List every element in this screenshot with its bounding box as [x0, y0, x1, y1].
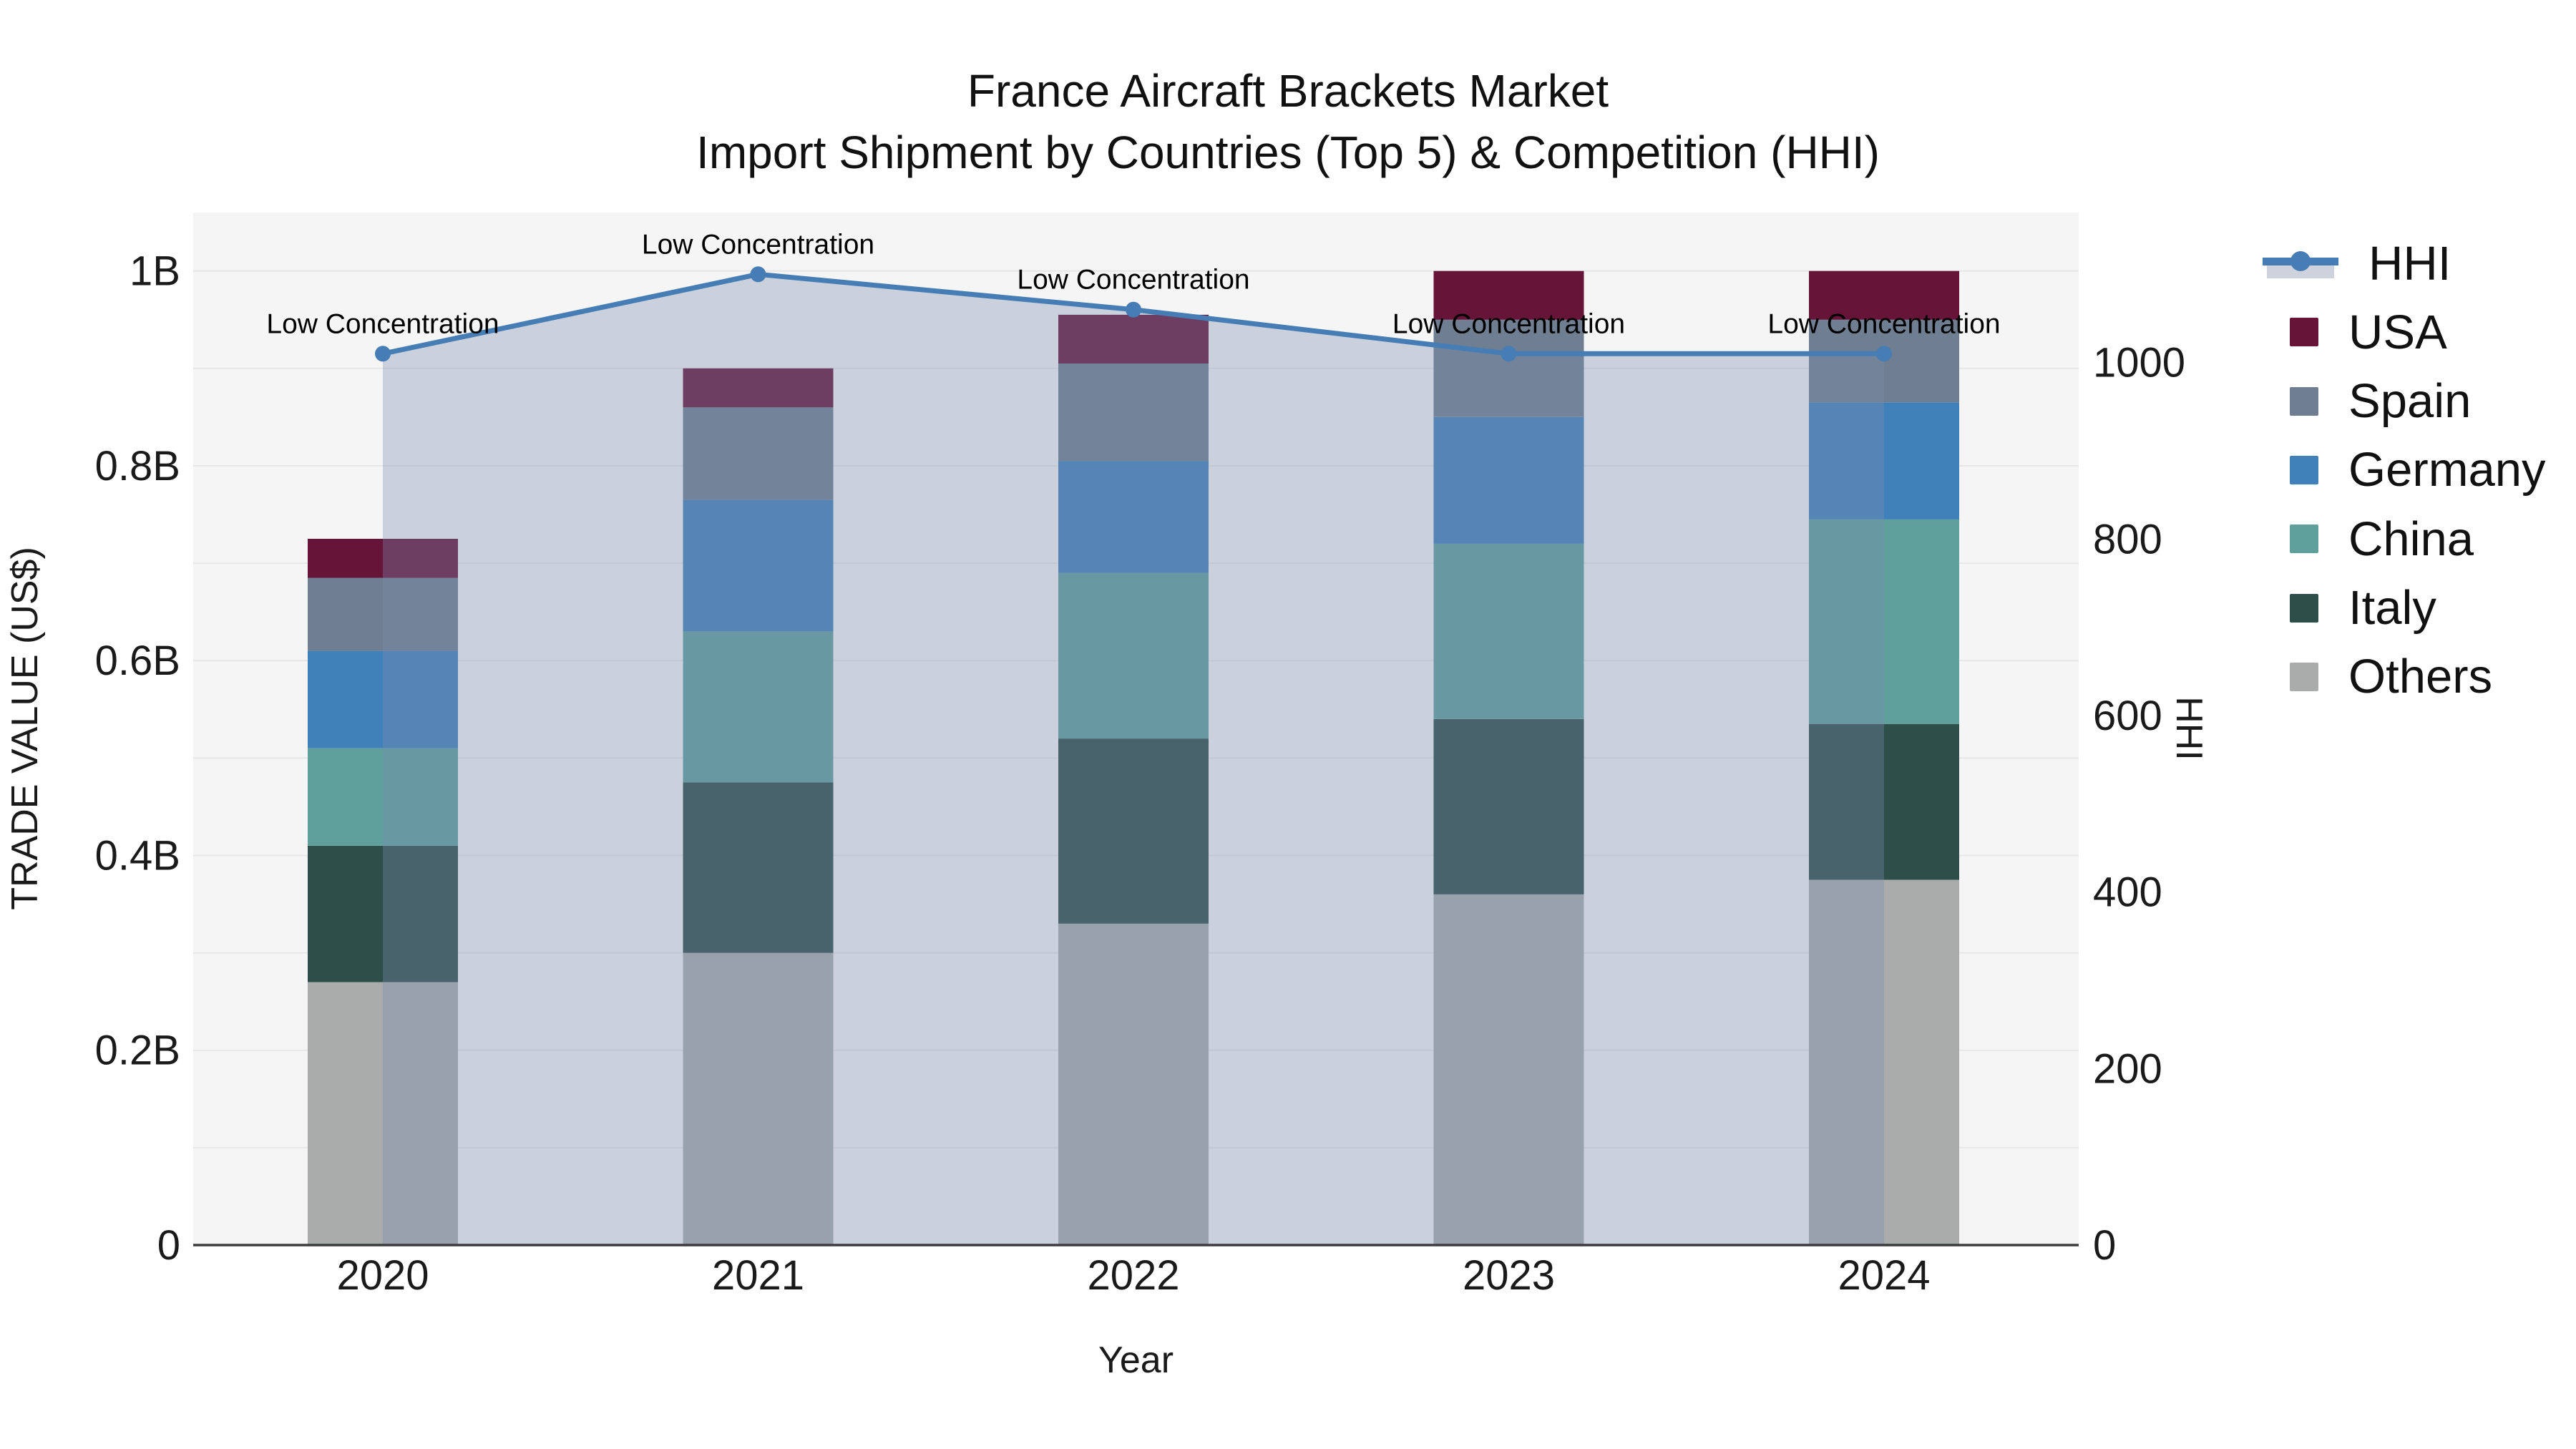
- annotation-2020: Low Concentration: [266, 308, 499, 339]
- bar-segment-others-2024[interactable]: [1809, 879, 1959, 1246]
- bar-segment-germany-2020[interactable]: [308, 650, 458, 748]
- annotation-2024: Low Concentration: [1767, 308, 2000, 339]
- y2-tick-label: 800: [2093, 516, 2162, 562]
- hhi-marker-2020[interactable]: [375, 346, 391, 362]
- bar-segment-spain-2023[interactable]: [1433, 319, 1584, 417]
- x-tick-label-2022: 2022: [1087, 1252, 1179, 1299]
- bar-segment-usa-2023[interactable]: [1433, 270, 1584, 320]
- y2-tick-label: 1000: [2093, 340, 2185, 386]
- x-tick-label-2023: 2023: [1463, 1252, 1555, 1299]
- y-tick-label: 0.2B: [95, 1028, 180, 1074]
- legend-item-germany[interactable]: Germany: [2263, 436, 2546, 504]
- legend-item-spain[interactable]: Spain: [2263, 367, 2471, 436]
- bar-segment-spain-2020[interactable]: [308, 577, 458, 651]
- bar-segment-others-2020[interactable]: [308, 982, 458, 1245]
- bar-segment-italy-2023[interactable]: [1433, 718, 1584, 894]
- hhi-marker-2024[interactable]: [1876, 346, 1892, 362]
- y-tick-label: 0.4B: [95, 833, 180, 879]
- bar-segment-china-2021[interactable]: [683, 631, 834, 783]
- bar-segment-others-2023[interactable]: [1433, 894, 1584, 1245]
- legend-label: Italy: [2348, 581, 2436, 635]
- bar-segment-italy-2020[interactable]: [308, 845, 458, 982]
- hhi-area-fill: [383, 274, 1884, 1245]
- y2-axis-title: HHI: [2168, 696, 2210, 761]
- legend-label: Others: [2348, 650, 2493, 704]
- legend-label: China: [2348, 512, 2474, 566]
- y-tick-label: 1B: [130, 248, 180, 295]
- bar-segment-germany-2024[interactable]: [1809, 402, 1959, 519]
- bar-segment-others-2021[interactable]: [683, 952, 834, 1245]
- chart-title: France Aircraft Brackets Market Import S…: [0, 60, 2576, 183]
- bar-segment-china-2023[interactable]: [1433, 543, 1584, 719]
- bar-segment-china-2024[interactable]: [1809, 519, 1959, 724]
- legend-swatch-others: [2290, 662, 2318, 691]
- legend-label: Germany: [2348, 443, 2546, 497]
- hhi-marker-2022[interactable]: [1126, 301, 1141, 318]
- bar-segment-italy-2022[interactable]: [1058, 738, 1209, 924]
- y2-tick-label: 0: [2093, 1222, 2116, 1269]
- bar-segment-usa-2021[interactable]: [683, 368, 834, 408]
- annotation-2022: Low Concentration: [1017, 265, 1249, 296]
- legend-item-hhi[interactable]: HHI: [2263, 229, 2451, 298]
- legend-swatch-china: [2290, 525, 2318, 554]
- legend-label: Spain: [2348, 374, 2472, 429]
- legend-label: HHI: [2368, 236, 2451, 291]
- x-tick-label-2020: 2020: [336, 1252, 429, 1299]
- hhi-marker-2023[interactable]: [1501, 346, 1517, 362]
- legend-item-china[interactable]: China: [2263, 504, 2474, 573]
- bar-segment-italy-2024[interactable]: [1809, 723, 1959, 880]
- y2-tick-label: 400: [2093, 869, 2162, 916]
- bar-segment-spain-2021[interactable]: [683, 407, 834, 500]
- bar-segment-germany-2023[interactable]: [1433, 416, 1584, 544]
- bar-segment-usa-2020[interactable]: [308, 539, 458, 578]
- legend-item-italy[interactable]: Italy: [2263, 574, 2436, 643]
- y-tick-label: 0.8B: [95, 443, 180, 489]
- chart-title-line2: Import Shipment by Countries (Top 5) & C…: [696, 127, 1880, 178]
- chart-title-line1: France Aircraft Brackets Market: [967, 65, 1609, 117]
- y-tick-label: 0.6B: [95, 638, 180, 684]
- bar-segment-china-2020[interactable]: [308, 748, 458, 846]
- hhi-marker-2021[interactable]: [750, 266, 766, 283]
- legend-hhi-line-icon: [2263, 251, 2338, 278]
- bar-segment-china-2022[interactable]: [1058, 572, 1209, 739]
- bar-segment-spain-2022[interactable]: [1058, 364, 1209, 462]
- legend-label: USA: [2348, 305, 2447, 359]
- bar-segment-germany-2022[interactable]: [1058, 461, 1209, 573]
- legend-item-others[interactable]: Others: [2263, 643, 2492, 711]
- bar-segment-italy-2021[interactable]: [683, 782, 834, 953]
- legend-swatch-usa: [2290, 318, 2318, 347]
- bar-segment-others-2022[interactable]: [1058, 923, 1209, 1245]
- y-tick-label: 0: [157, 1222, 180, 1269]
- annotation-2023: Low Concentration: [1392, 308, 1625, 339]
- legend-item-usa[interactable]: USA: [2263, 298, 2447, 366]
- legend-swatch-italy: [2290, 593, 2318, 623]
- y2-tick-label: 600: [2093, 693, 2162, 739]
- x-axis-title: Year: [1098, 1340, 1174, 1381]
- y-axis-title: TRADE VALUE (US$): [4, 547, 46, 910]
- legend-swatch-germany: [2290, 455, 2318, 484]
- bar-segment-germany-2021[interactable]: [683, 499, 834, 632]
- annotation-2021: Low Concentration: [642, 229, 874, 260]
- x-tick-label-2021: 2021: [712, 1252, 804, 1299]
- legend-swatch-spain: [2290, 386, 2318, 416]
- bar-segment-usa-2022[interactable]: [1058, 314, 1209, 364]
- bar-segment-usa-2024[interactable]: [1809, 270, 1959, 320]
- y2-tick-label: 200: [2093, 1045, 2162, 1092]
- x-tick-label-2024: 2024: [1838, 1252, 1930, 1299]
